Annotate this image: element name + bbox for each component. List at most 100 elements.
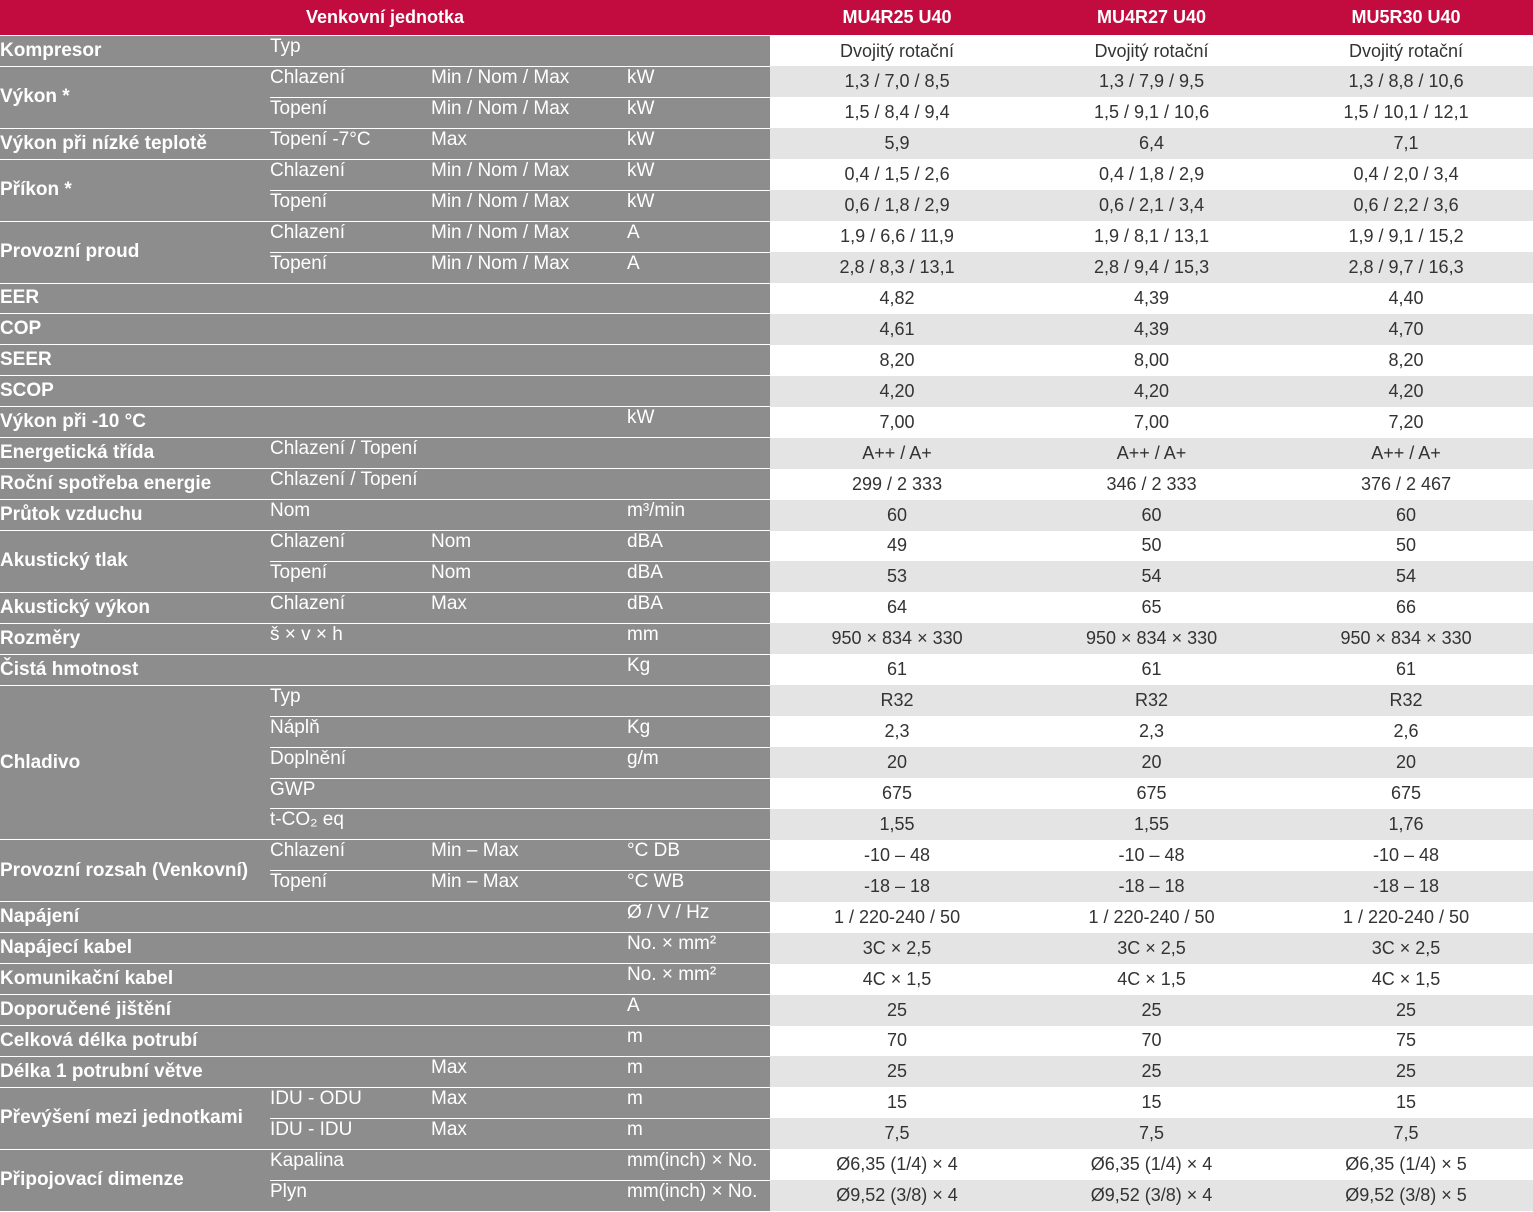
range-cell [431,499,627,531]
row-group-label: Doporučené jištění [0,994,270,1026]
table-row: Akustický tlak Chlazení Nom dBA 49 50 50 [0,530,1533,593]
value-cell-model-1: 53 [770,561,1025,593]
value-cell-model-2: 4,39 [1024,313,1280,345]
row-group-label: Celková délka potrubí [0,1025,270,1057]
value-cell-model-2: 1,3 / 7,9 / 9,5 [1024,66,1280,98]
value-cell-model-1: 675 [770,778,1025,809]
value-cell-model-3: 25 [1279,1056,1533,1088]
range-cell [431,932,627,965]
unit-cell [627,808,771,841]
unit-cell: m [627,1087,771,1119]
value-cell-model-3: 66 [1279,592,1533,624]
unit-cell [627,468,771,501]
unit-cell: m [627,1056,771,1088]
param-cell: GWP [270,778,431,810]
value-cell-model-2: R32 [1024,685,1280,717]
value-cell-model-2: 346 / 2 333 [1024,468,1280,500]
range-cell: Min – Max [431,839,627,872]
table-row: Převýšení mezi jednotkami IDU - ODU Max m 15… [0,1087,1533,1150]
param-cell: Chlazení [270,221,431,253]
value-cell-model-3: 7,1 [1279,128,1533,160]
table-row: Délka 1 potrubní větve Max m 25 25 25 [0,1056,1533,1088]
range-cell: Min / Nom / Max [431,159,627,191]
param-cell: Topení [270,190,431,222]
value-cell-model-3: Ø9,52 (3/8) × 5 [1279,1180,1533,1212]
param-cell: Chlazení [270,530,431,562]
unit-cell [627,283,771,315]
value-cell-model-2: 54 [1024,561,1280,593]
unit-cell [627,437,771,470]
range-cell [431,1180,627,1212]
value-cell-model-1: -10 – 48 [770,839,1025,871]
value-cell-model-3: R32 [1279,685,1533,717]
value-cell-model-3: 675 [1279,778,1533,809]
table-row: Topení Nom dBA 53 54 54 [0,561,1533,593]
value-cell-model-3: 4C × 1,5 [1279,963,1533,995]
value-cell-model-1: 1,9 / 6,6 / 11,9 [770,221,1025,253]
unit-cell: dBA [627,530,771,562]
range-cell: Min / Nom / Max [431,66,627,98]
value-cell-model-1: 0,4 / 1,5 / 2,6 [770,159,1025,191]
value-cell-model-1: 60 [770,499,1025,531]
unit-cell: °C WB [627,870,771,903]
unit-cell [627,344,771,377]
unit-cell: kW [627,66,771,98]
table-row: GWP 675 675 675 [0,778,1533,810]
value-cell-model-1: Ø9,52 (3/8) × 4 [770,1180,1025,1212]
value-cell-model-1: 2,8 / 8,3 / 13,1 [770,252,1025,283]
value-cell-model-3: 1,76 [1279,808,1533,840]
table-row: t-CO₂ eq 1,55 1,55 1,76 [0,808,1533,841]
range-cell [431,1025,627,1057]
row-group-label: Průtok vzduchu [0,499,270,531]
row-group-label: Akustický tlak [0,530,270,593]
row-group-label: Komunikační kabel [0,963,270,996]
value-cell-model-2: 0,6 / 2,1 / 3,4 [1024,190,1280,222]
unit-cell: kW [627,128,771,160]
value-cell-model-2: -10 – 48 [1024,839,1280,871]
value-cell-model-2: 950 × 834 × 330 [1024,623,1280,655]
range-cell [431,35,627,67]
value-cell-model-2: 65 [1024,592,1280,624]
range-cell [431,808,627,841]
range-cell: Max [431,128,627,160]
table-row: Komunikační kabel No. × mm² 4C × 1,5 4C × 1… [0,963,1533,996]
table-row: Průtok vzduchu Nom m³/min 60 60 60 [0,499,1533,531]
value-cell-model-3: -10 – 48 [1279,839,1533,871]
table-row: Napájení Ø / V / Hz 1 / 220-240 / 50 1 / 22… [0,901,1533,934]
value-cell-model-3: 54 [1279,561,1533,593]
param-cell [270,406,431,439]
row-group-label: EER [0,283,270,315]
range-cell: Nom [431,530,627,562]
param-cell [270,994,431,1026]
unit-cell: dBA [627,561,771,593]
range-cell [431,778,627,810]
range-cell: Min / Nom / Max [431,221,627,253]
value-cell-model-1: 25 [770,994,1025,1026]
table-row: Výkon * Chlazení Min / Nom / Max kW 1,3 / 7,… [0,66,1533,129]
unit-cell: m [627,1118,771,1150]
param-cell: Topení [270,97,431,129]
row-group-label: Výkon při nízké teplotě [0,128,270,160]
unit-cell: m³/min [627,499,771,531]
value-cell-model-2: Ø6,35 (1/4) × 4 [1024,1149,1280,1181]
table-row: Chladivo Typ R32 R32 R32 [0,685,1533,841]
range-cell: Max [431,1087,627,1119]
range-cell: Max [431,1118,627,1150]
value-cell-model-1: 4,82 [770,283,1025,314]
range-cell [431,375,627,408]
value-cell-model-2: A++ / A+ [1024,437,1280,469]
table-row: Čistá hmotnost Kg 61 61 61 [0,654,1533,686]
param-cell: IDU - IDU [270,1118,431,1150]
value-cell-model-3: 1 / 220-240 / 50 [1279,901,1533,933]
range-cell: Max [431,1056,627,1088]
table-row: Topení Min – Max °C WB -18 – 18 -18 – 18 -18 … [0,870,1533,903]
range-cell [431,283,627,315]
param-cell: Doplnění [270,747,431,779]
unit-cell: kW [627,159,771,191]
value-cell-model-3: 8,20 [1279,344,1533,376]
row-group-label: SEER [0,344,270,377]
range-cell [431,716,627,748]
value-cell-model-1: R32 [770,685,1025,717]
value-cell-model-2: 7,00 [1024,406,1280,438]
param-cell: Chlazení [270,592,431,624]
